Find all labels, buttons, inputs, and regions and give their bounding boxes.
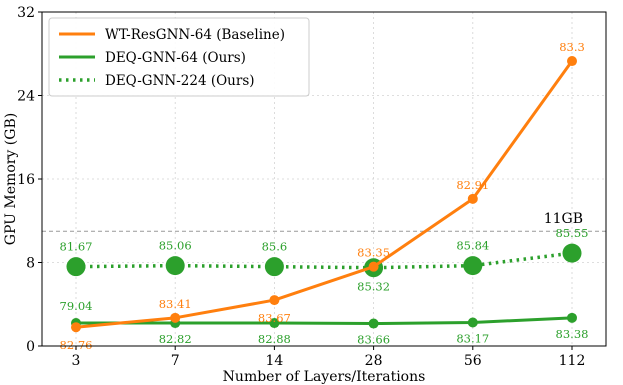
y-axis-ticks: 0 8 16 24 32 [17, 5, 42, 355]
data-point [269, 295, 280, 306]
data-label: 83.35 [357, 246, 390, 260]
data-point [269, 318, 280, 329]
data-point [368, 318, 379, 329]
y-tick-label: 8 [26, 256, 35, 272]
data-label: 81.67 [60, 240, 93, 254]
x-tick-label: 7 [171, 353, 180, 369]
series-group [66, 56, 582, 333]
reference-line-label: 11GB [544, 211, 583, 227]
data-label: 85.84 [456, 239, 489, 253]
legend-box [48, 17, 310, 97]
data-point [567, 56, 577, 67]
legend-label: DEQ-GNN-64 (Ours) [105, 50, 246, 66]
data-label: 85.32 [357, 280, 390, 294]
data-label: 85.55 [556, 226, 589, 240]
y-tick-label: 32 [17, 5, 35, 21]
data-label: 83.66 [357, 333, 390, 347]
y-axis-title: GPU Memory (GB) [3, 113, 19, 245]
data-labels: 82.76 83.41 83.67 83.35 82.91 83.3 79.04 82.82 8… [60, 40, 589, 352]
data-point [467, 317, 478, 328]
data-point [463, 256, 483, 276]
series-wt-resgnn-64 [71, 56, 577, 333]
x-tick-label: 56 [464, 353, 482, 369]
data-label: 82.82 [159, 332, 192, 346]
data-point [562, 243, 582, 263]
data-point [368, 261, 379, 272]
data-label: 82.91 [456, 178, 489, 192]
data-point [165, 256, 185, 276]
data-label: 82.88 [258, 332, 291, 346]
y-tick-label: 0 [26, 339, 35, 355]
legend-label: DEQ-GNN-224 (Ours) [105, 73, 255, 89]
x-tick-label: 112 [559, 353, 586, 369]
data-label: 83.41 [159, 297, 192, 311]
series-line [75, 251, 573, 270]
data-label: 85.06 [159, 239, 192, 253]
series-deq-gnn-224 [66, 243, 582, 278]
y-tick-label: 24 [17, 89, 35, 105]
x-axis-title: Number of Layers/Iterations [223, 369, 426, 385]
x-axis-ticks: 3 7 14 28 56 112 [72, 346, 586, 369]
data-label: 83.38 [556, 327, 589, 341]
y-tick-label: 16 [17, 172, 35, 188]
data-label: 82.76 [60, 338, 93, 352]
data-label: 83.17 [456, 332, 489, 346]
data-label: 83.3 [559, 40, 585, 54]
data-label: 85.6 [262, 240, 288, 254]
x-tick-label: 28 [365, 353, 383, 369]
data-point [170, 312, 181, 323]
series-line [75, 60, 574, 329]
data-point [71, 322, 81, 333]
x-tick-label: 3 [72, 353, 81, 369]
legend-label: WT-ResGNN-64 (Baseline) [105, 27, 285, 43]
reference-line-group: 11GB [42, 211, 606, 232]
legend: WT-ResGNN-64 (Baseline) DEQ-GNN-64 (Ours)… [48, 17, 310, 97]
data-point [567, 312, 577, 323]
data-label: 79.04 [60, 299, 93, 313]
series-line [76, 316, 573, 326]
data-point [467, 193, 478, 204]
data-point [264, 257, 284, 277]
data-label: 83.67 [258, 311, 291, 325]
x-tick-label: 14 [265, 353, 283, 369]
data-point [66, 257, 86, 277]
